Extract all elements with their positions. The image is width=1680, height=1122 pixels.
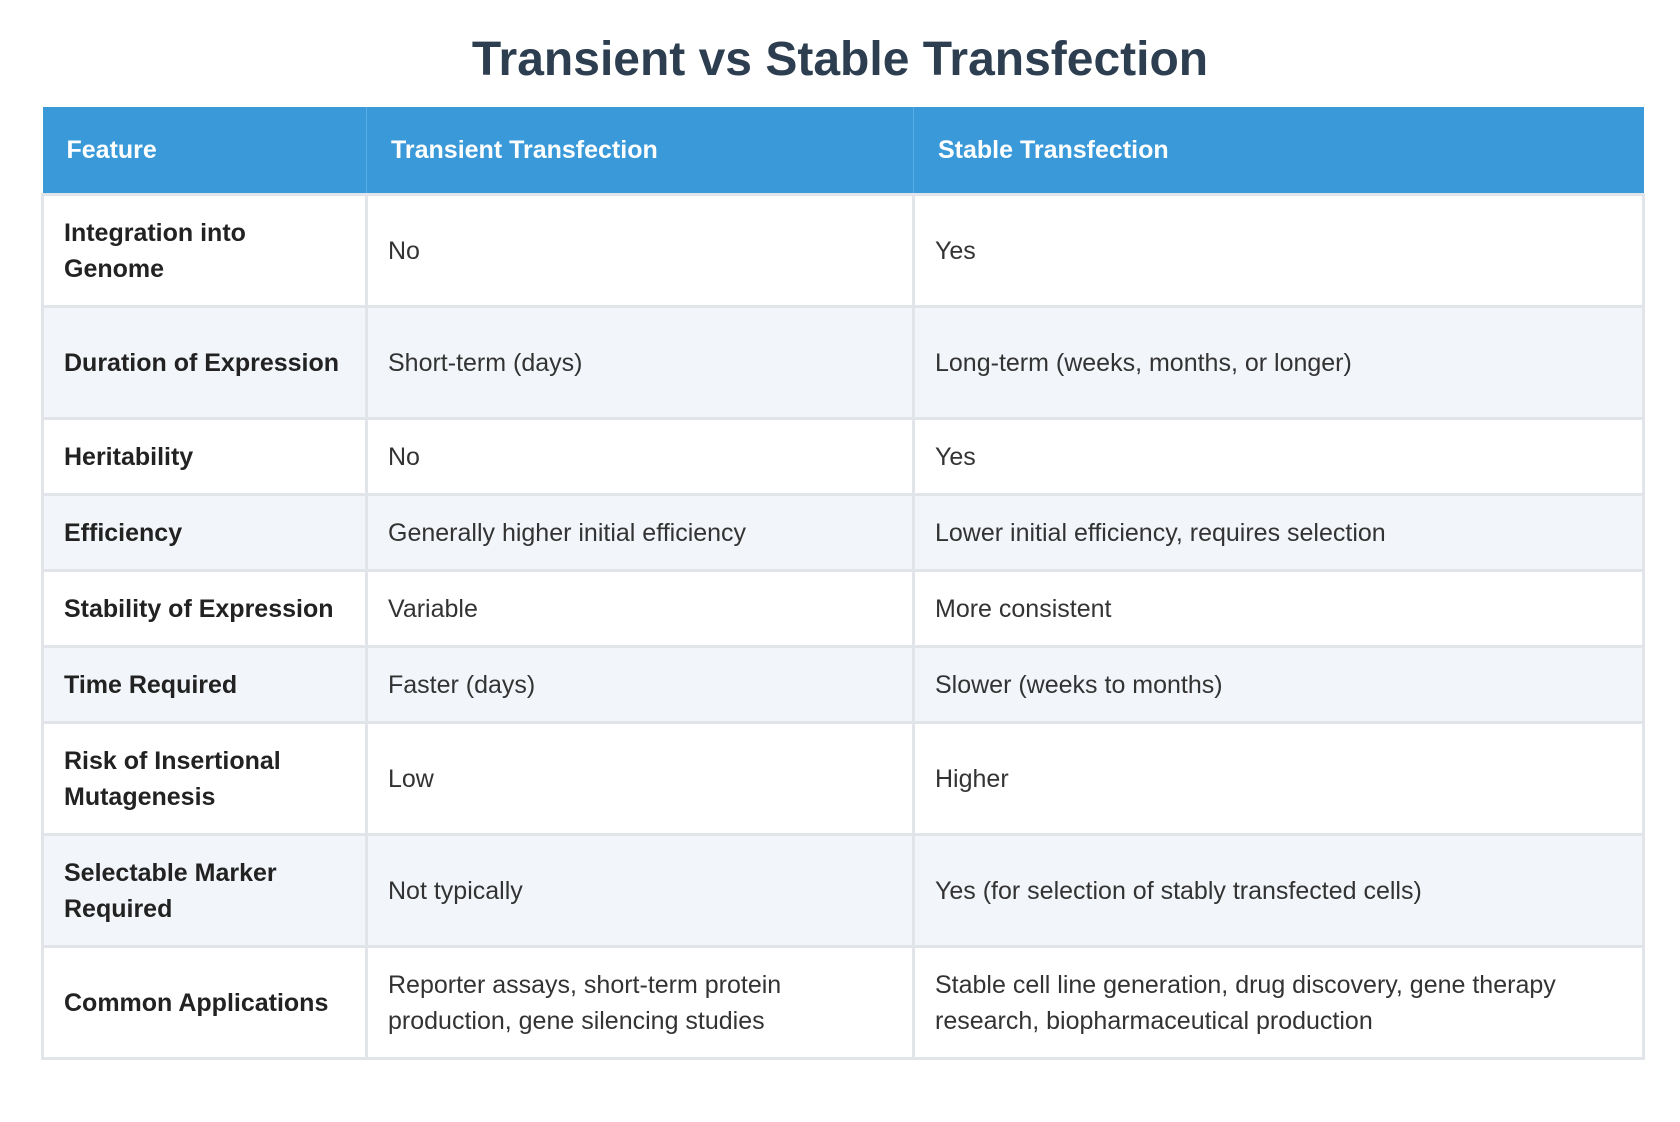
transient-cell: Not typically (365, 833, 915, 948)
table-body: Integration into Genome No Yes Duration … (41, 193, 1645, 1060)
feature-cell: Time Required (41, 645, 368, 724)
feature-cell: Selectable Marker Required (41, 833, 368, 948)
transient-cell: Generally higher initial efficiency (365, 493, 915, 572)
table-row: Risk of Insertional Mutagenesis Low High… (41, 721, 1645, 836)
stable-cell: Long-term (weeks, months, or longer) (912, 305, 1645, 420)
header-row: Feature Transient Transfection Stable Tr… (42, 107, 1644, 195)
table-row: Duration of Expression Short-term (days)… (41, 305, 1645, 420)
stable-cell: Slower (weeks to months) (912, 645, 1645, 724)
comparison-table: Feature Transient Transfection Stable Tr… (41, 107, 1645, 1060)
transient-cell: Low (365, 721, 915, 836)
stable-cell: Yes (for selection of stably transfected… (912, 833, 1645, 948)
header-transient: Transient Transfection (366, 107, 914, 195)
transient-cell: Reporter assays, short-term protein prod… (365, 945, 915, 1060)
feature-cell: Heritability (41, 417, 368, 496)
stable-cell: More consistent (912, 569, 1645, 648)
feature-cell: Duration of Expression (41, 305, 368, 420)
feature-cell: Risk of Insertional Mutagenesis (41, 721, 368, 836)
transient-cell: Variable (365, 569, 915, 648)
feature-cell: Integration into Genome (41, 193, 368, 308)
transient-cell: Short-term (days) (365, 305, 915, 420)
stable-cell: Yes (912, 193, 1645, 308)
stable-cell: Stable cell line generation, drug discov… (912, 945, 1645, 1060)
header-stable: Stable Transfection (913, 107, 1644, 195)
table-row: Heritability No Yes (41, 417, 1645, 496)
table-row: Stability of Expression Variable More co… (41, 569, 1645, 648)
feature-cell: Efficiency (41, 493, 368, 572)
table-row: Selectable Marker Required Not typically… (41, 833, 1645, 948)
transient-cell: No (365, 417, 915, 496)
feature-cell: Common Applications (41, 945, 368, 1060)
page-title: Transient vs Stable Transfection (471, 33, 1209, 86)
table-row: Time Required Faster (days) Slower (week… (41, 645, 1645, 724)
table-row: Efficiency Generally higher initial effi… (41, 493, 1645, 572)
header-feature: Feature (42, 107, 367, 195)
transient-cell: No (365, 193, 915, 308)
feature-cell: Stability of Expression (41, 569, 368, 648)
stable-cell: Lower initial efficiency, requires selec… (912, 493, 1645, 572)
comparison-table-container: Feature Transient Transfection Stable Tr… (41, 107, 1645, 1060)
stable-cell: Yes (912, 417, 1645, 496)
stable-cell: Higher (912, 721, 1645, 836)
table-header: Feature Transient Transfection Stable Tr… (42, 107, 1644, 195)
transient-cell: Faster (days) (365, 645, 915, 724)
table-row: Common Applications Reporter assays, sho… (41, 945, 1645, 1060)
table-row: Integration into Genome No Yes (41, 193, 1645, 308)
